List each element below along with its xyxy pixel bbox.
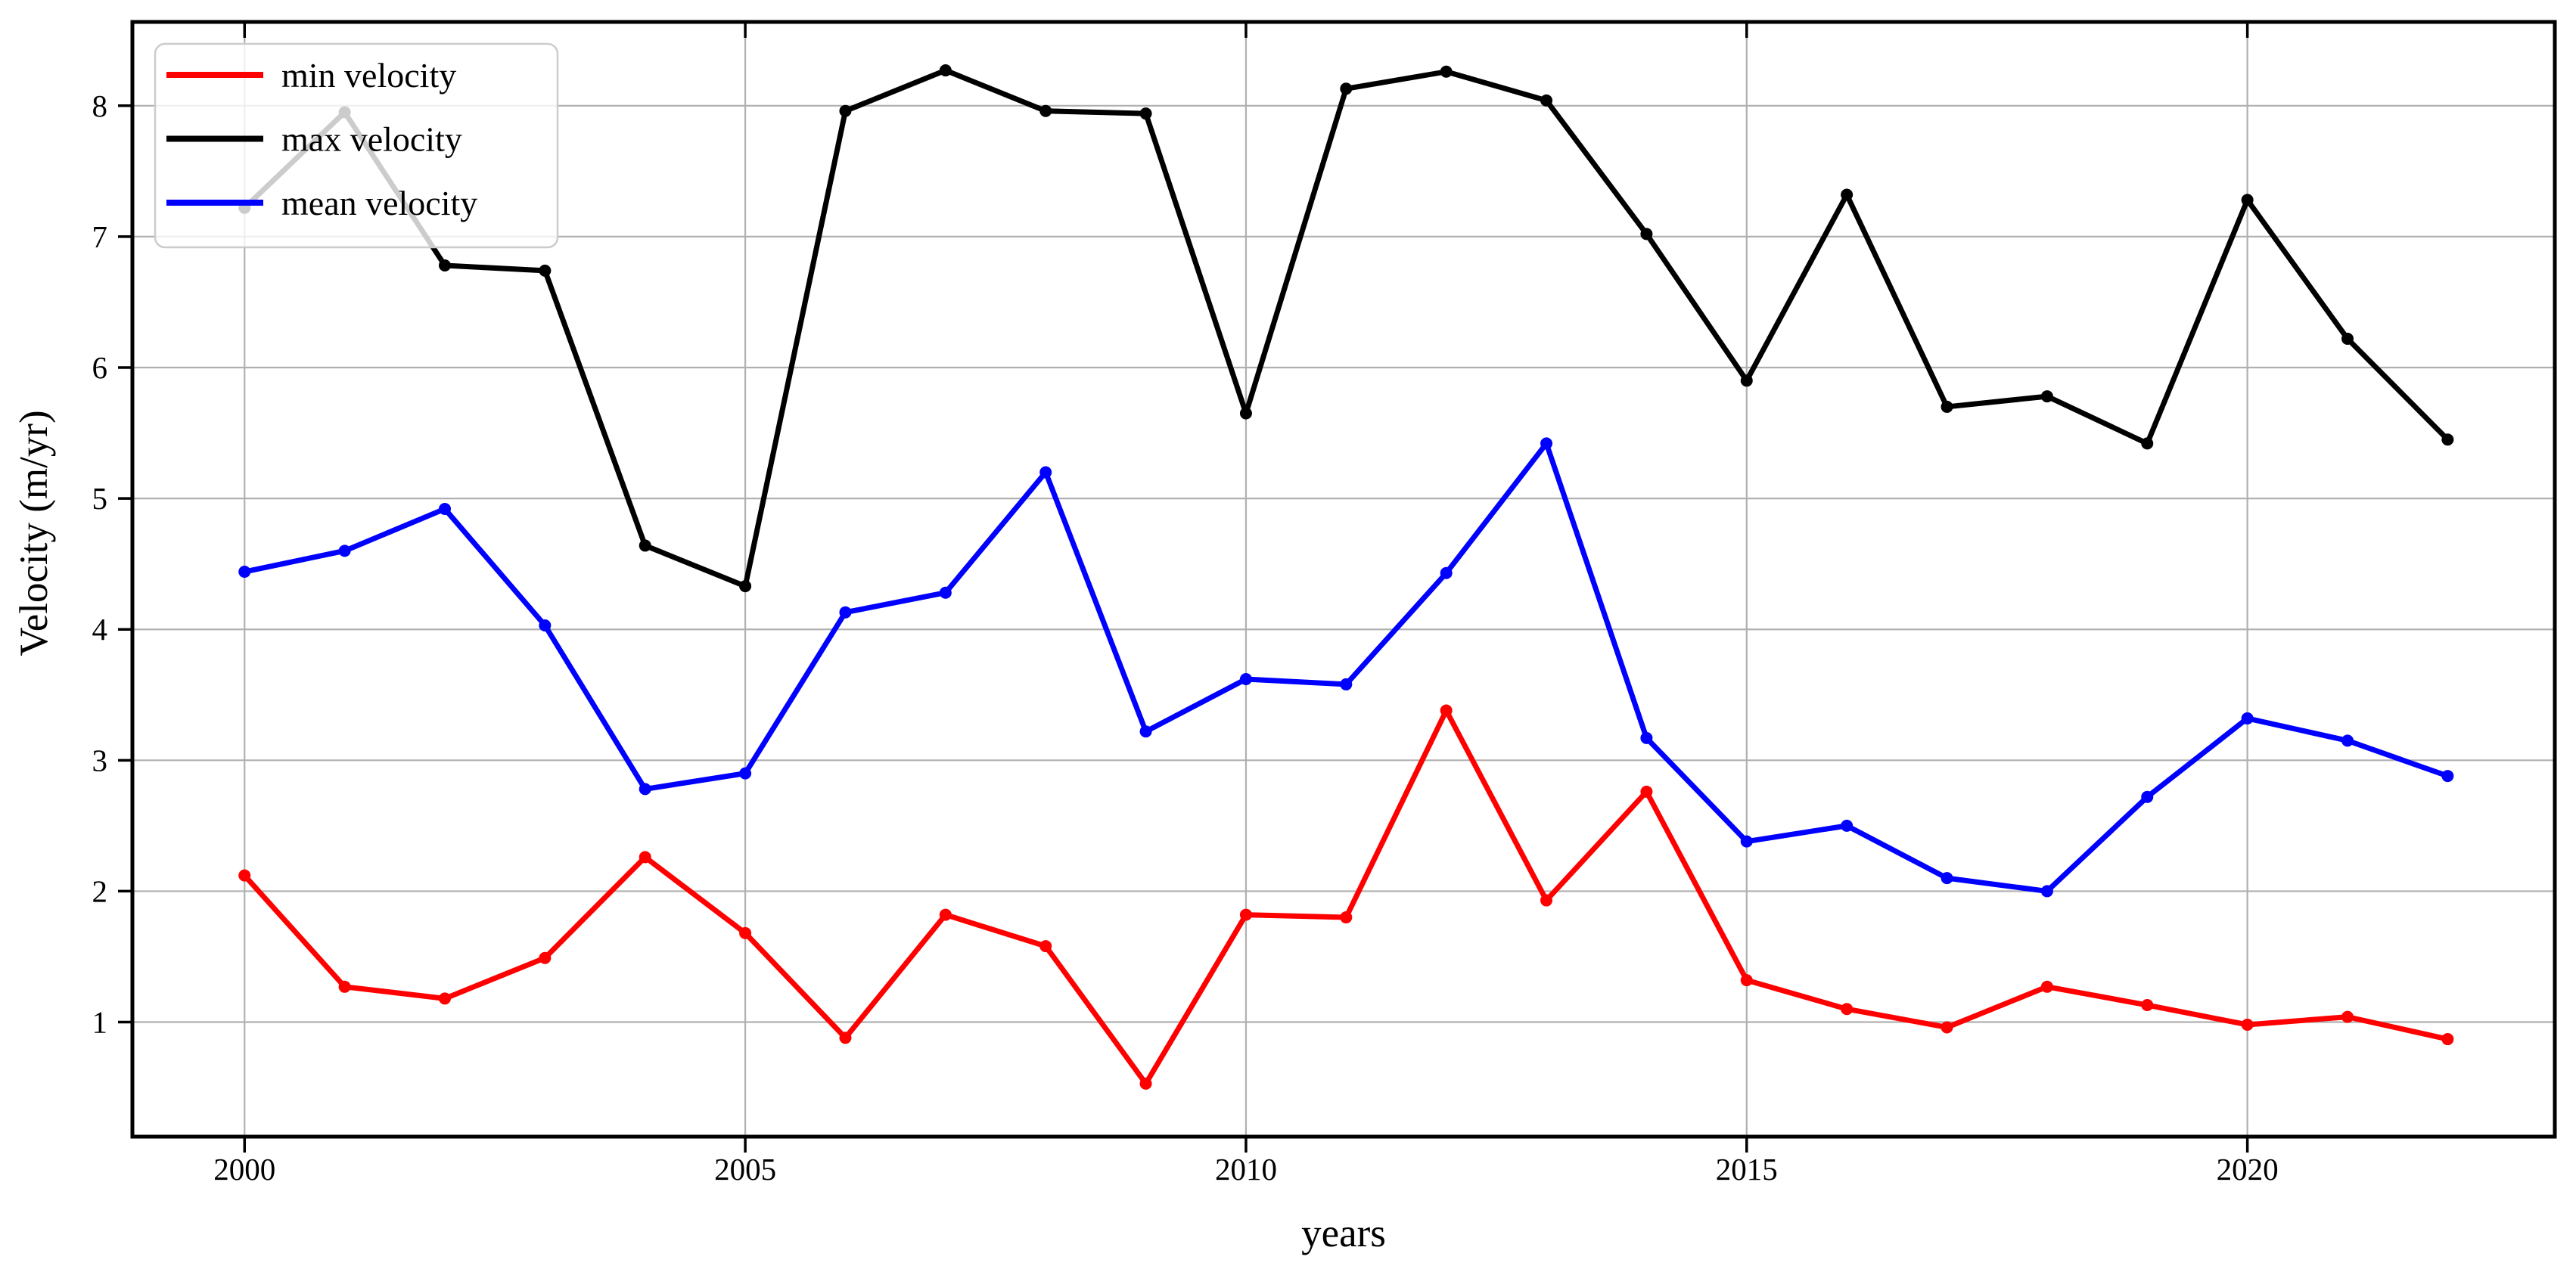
data-point (238, 869, 251, 882)
data-point (839, 606, 852, 619)
data-point (338, 545, 351, 557)
data-point (1440, 65, 1453, 78)
data-point (2341, 332, 2354, 345)
data-point (1139, 725, 1152, 738)
data-point (1039, 466, 1052, 479)
data-point (338, 980, 351, 993)
data-point (739, 767, 752, 780)
y-tick-label: 3 (92, 743, 108, 777)
data-point (939, 64, 952, 77)
data-point (2341, 1010, 2354, 1023)
data-point (2241, 712, 2254, 724)
y-tick-label: 4 (92, 612, 108, 647)
legend-label: mean velocity (281, 184, 477, 222)
data-point (939, 586, 952, 599)
x-tick-label: 2005 (714, 1152, 776, 1187)
y-tick-label: 5 (92, 481, 108, 516)
data-point (2040, 885, 2053, 898)
data-point (1941, 872, 1953, 885)
data-point (1841, 188, 1854, 201)
data-point (1941, 1021, 1953, 1034)
data-point (639, 539, 651, 552)
data-point (1740, 974, 1753, 987)
data-point (1139, 107, 1152, 120)
plot-border (130, 20, 2557, 1139)
legend-item-max-velocity: max velocity (166, 120, 462, 159)
data-point (2241, 1018, 2254, 1031)
data-point (2441, 433, 2454, 446)
data-point (1841, 819, 1854, 832)
data-point (1540, 437, 1553, 450)
data-point (438, 992, 451, 1005)
ticks (118, 22, 2249, 1153)
x-tick-label: 2015 (1716, 1152, 1778, 1187)
y-tick-label: 1 (92, 1005, 108, 1040)
data-point (1740, 374, 1753, 387)
legend: min velocity max velocity mean velocity (154, 42, 559, 249)
data-point (1540, 894, 1553, 907)
data-point (1740, 835, 1753, 848)
data-point (1640, 731, 1653, 744)
x-tick-label: 2000 (213, 1152, 275, 1187)
series-max-velocity (238, 64, 2454, 593)
legend-label: max velocity (281, 120, 462, 159)
data-point (2040, 980, 2053, 993)
data-point (1239, 908, 1252, 921)
data-point (839, 1032, 852, 1044)
y-axis-label: Velocity (m/yr) (12, 410, 56, 656)
x-tick-label: 2020 (2217, 1152, 2279, 1187)
data-point (1039, 104, 1052, 117)
data-point (1640, 785, 1653, 798)
data-point (539, 264, 552, 277)
y-tick-label: 2 (92, 873, 108, 908)
data-point (939, 908, 952, 921)
data-point (1239, 672, 1252, 685)
legend-item-min-velocity: min velocity (166, 56, 456, 95)
data-point (2241, 194, 2254, 206)
data-point (1340, 82, 1353, 95)
data-point (739, 926, 752, 939)
data-point (739, 580, 752, 593)
data-point (1340, 678, 1353, 690)
data-point (1340, 911, 1353, 924)
data-point (2141, 790, 2154, 803)
y-tick-label: 6 (92, 350, 108, 385)
data-point (2040, 390, 2053, 403)
data-point (839, 104, 852, 117)
data-point (438, 259, 451, 271)
data-point (1440, 566, 1453, 579)
data-point (2441, 1033, 2454, 1046)
data-point (438, 502, 451, 515)
series-min-velocity (238, 704, 2454, 1090)
data-point (1540, 94, 1553, 107)
data-point (2441, 770, 2454, 783)
data-point (1239, 407, 1252, 420)
data-point (539, 951, 552, 964)
data-point (238, 566, 251, 579)
legend-item-mean-velocity: mean velocity (166, 184, 477, 222)
data-point (2341, 734, 2354, 747)
x-tick-label: 2010 (1215, 1152, 1277, 1187)
y-tick-label: 8 (92, 88, 108, 123)
data-point (1139, 1077, 1152, 1090)
data-point (1640, 228, 1653, 240)
data-point (1941, 400, 1953, 413)
data-point (539, 619, 552, 632)
x-axis-label: years (1301, 1212, 1386, 1255)
legend-box (154, 42, 559, 249)
legend-label: min velocity (281, 56, 456, 95)
data-point (639, 851, 651, 864)
y-tick-label: 7 (92, 219, 108, 254)
data-point (1039, 940, 1052, 953)
data-point (2141, 999, 2154, 1012)
series-mean-velocity (238, 437, 2454, 898)
data-point (639, 783, 651, 796)
data-point (1841, 1003, 1854, 1016)
data-point (2141, 437, 2154, 450)
data-point (1440, 704, 1453, 717)
